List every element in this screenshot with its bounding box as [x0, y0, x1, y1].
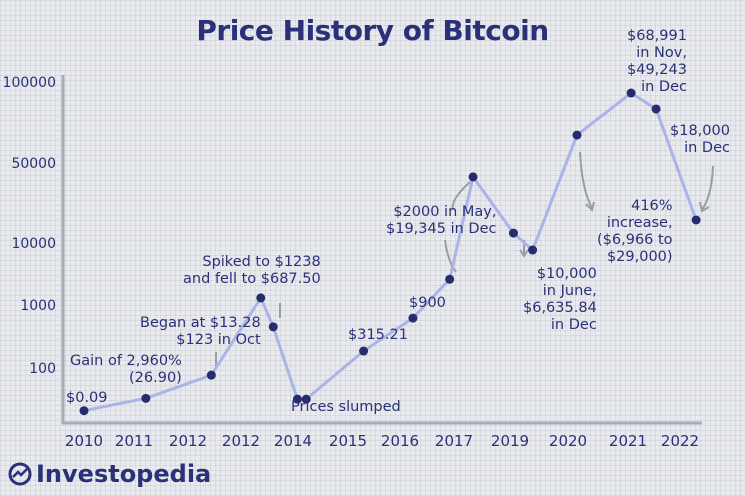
annotation-label: Prices slumped — [291, 399, 401, 415]
x-tick-label: 2016 — [381, 432, 419, 450]
annotation-label: $18,000 in Dec — [670, 123, 730, 156]
x-tick-label: 2010 — [65, 432, 103, 450]
y-tick-label: 100000 — [3, 75, 56, 91]
annotation-label: $0.09 — [66, 390, 108, 406]
annotation-label: Spiked to $1238 and fell to $687.50 — [183, 254, 321, 287]
data-point — [572, 130, 582, 140]
x-tick-label: 2021 — [609, 432, 647, 450]
data-point — [301, 394, 311, 404]
investopedia-logo-icon — [8, 462, 32, 486]
data-point — [292, 394, 302, 404]
y-tick-label: 10000 — [11, 236, 56, 252]
annotation-label: $68,991 in Nov, $49,243 in Dec — [627, 28, 687, 95]
x-tick-label: 2015 — [329, 432, 367, 450]
arrow-icon — [699, 165, 714, 213]
investopedia-logo: Investopedia — [8, 460, 211, 488]
data-point — [206, 370, 216, 380]
data-point — [359, 346, 369, 356]
annotation-label: $2000 in May, $19,345 in Dec — [386, 204, 497, 237]
data-point — [508, 228, 518, 238]
x-tick-label: 2020 — [549, 432, 587, 450]
data-point — [141, 393, 151, 403]
annotation-label: 416% increase, ($6,966 to $29,000) — [597, 198, 673, 265]
x-tick-label: 2012 — [169, 432, 207, 450]
data-point — [408, 313, 418, 323]
brand-name: Investopedia — [36, 460, 212, 488]
x-tick-label: 2011 — [115, 432, 153, 450]
data-point — [651, 104, 661, 114]
arrow-icon — [444, 239, 457, 273]
annotation-label: $900 — [409, 295, 446, 311]
data-point — [256, 293, 266, 303]
annotation-label: $315.21 — [348, 327, 408, 343]
arrow-icon — [451, 181, 471, 211]
data-point — [268, 322, 278, 332]
x-tick-label: 2017 — [435, 432, 473, 450]
data-point — [79, 406, 89, 416]
annotation-arrows — [215, 151, 714, 366]
x-tick-label: 2019 — [491, 432, 529, 450]
x-tick-label: 2012 — [222, 432, 260, 450]
y-tick-label: 100 — [29, 361, 56, 377]
data-point — [691, 215, 701, 225]
annotation-label: Gain of 2,960% (26.90) — [70, 353, 182, 386]
x-tick-label: 2014 — [274, 432, 312, 450]
data-point — [528, 245, 538, 255]
annotation-label: Began at $13.28 $123 in Oct — [140, 315, 261, 348]
y-tick-label: 50000 — [11, 156, 56, 172]
data-point — [468, 172, 478, 182]
y-tick-label: 1000 — [20, 298, 56, 314]
data-point — [445, 274, 455, 284]
chart-title: Price History of Bitcoin — [196, 14, 549, 47]
arrow-icon — [579, 151, 595, 212]
x-tick-label: 2022 — [661, 432, 699, 450]
data-point — [626, 88, 636, 98]
annotation-label: $10,000 in June, $6,635.84 in Dec — [523, 266, 597, 333]
